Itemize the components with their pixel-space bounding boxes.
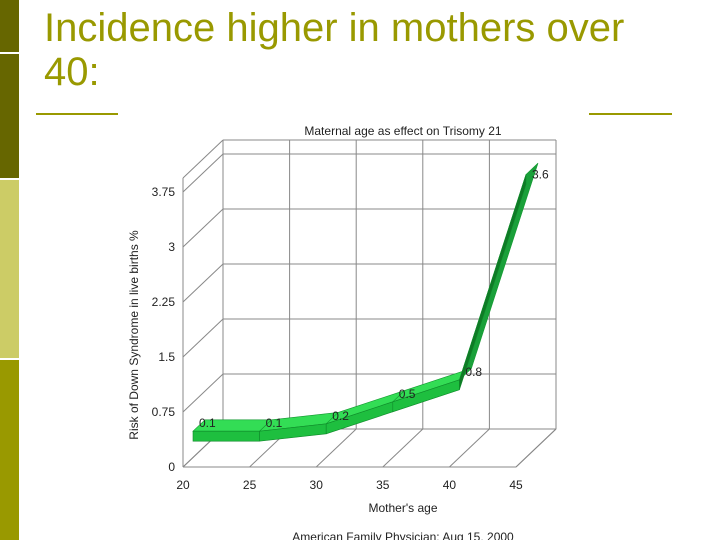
chart-title: Maternal age as effect on Trisomy 21 (304, 124, 502, 138)
grid-diag-y (182, 318, 224, 358)
y-tick-label: 3.75 (152, 185, 176, 199)
y-tick-label: 1.5 (158, 350, 175, 364)
data-label: 0.8 (465, 365, 482, 379)
x-tick-label: 35 (376, 478, 390, 492)
y-tick-label: 2.25 (152, 295, 176, 309)
chart-labels: 0 0.75 1.5 2.25 3 3.75 20 25 30 35 40 45 0.1 0.1 0.2 0.… (152, 168, 549, 493)
x-tick-label: 25 (243, 478, 257, 492)
decor-bar-middle (0, 180, 19, 358)
data-label: 0.1 (199, 416, 216, 430)
data-label: 0.2 (332, 409, 349, 423)
series-front-segment (459, 174, 527, 390)
decor-bar-upper (0, 54, 19, 178)
data-label: 3.6 (532, 168, 549, 182)
x-tick-label: 20 (176, 478, 190, 492)
data-label: 0.1 (266, 416, 283, 430)
y-tick-label: 3 (168, 240, 175, 254)
title-rule-right (589, 113, 672, 115)
grid-diag-x (315, 428, 357, 468)
data-label: 0.5 (399, 387, 416, 401)
grid-diag-x (382, 428, 424, 468)
series-front-segment (192, 430, 260, 442)
floor-right-edge (515, 428, 557, 468)
grid-diag-y (182, 208, 224, 248)
x-tick-label: 30 (310, 478, 324, 492)
grid-diag-x (449, 428, 490, 468)
x-tick-label: 45 (509, 478, 523, 492)
source-note: American Family Physician: Aug 15, 2000 (292, 530, 514, 540)
decor-bar-top (0, 0, 19, 52)
wall-top-diag (182, 139, 224, 179)
grid-diag-y (182, 263, 224, 303)
title-rule-left (36, 113, 118, 115)
grid-diag-y (182, 153, 224, 193)
grid-diag-y (182, 373, 224, 413)
chart-svg: 0 0.75 1.5 2.25 3 3.75 20 25 30 35 40 45 0.1 0.1 0.2 0.… (127, 124, 557, 544)
y-axis-label: Risk of Down Syndrome in live births % (127, 230, 141, 440)
chart-series (192, 162, 539, 442)
x-axis-label: Mother's age (369, 501, 438, 515)
slide-title: Incidence higher in mothers over 40: (44, 6, 625, 94)
x-tick-label: 40 (443, 478, 457, 492)
decor-bar-bottom (0, 360, 19, 540)
y-tick-label: 0 (168, 460, 175, 474)
y-tick-label: 0.75 (152, 405, 176, 419)
chart: 0 0.75 1.5 2.25 3 3.75 20 25 30 35 40 45 0.1 0.1 0.2 0.… (118, 113, 588, 544)
